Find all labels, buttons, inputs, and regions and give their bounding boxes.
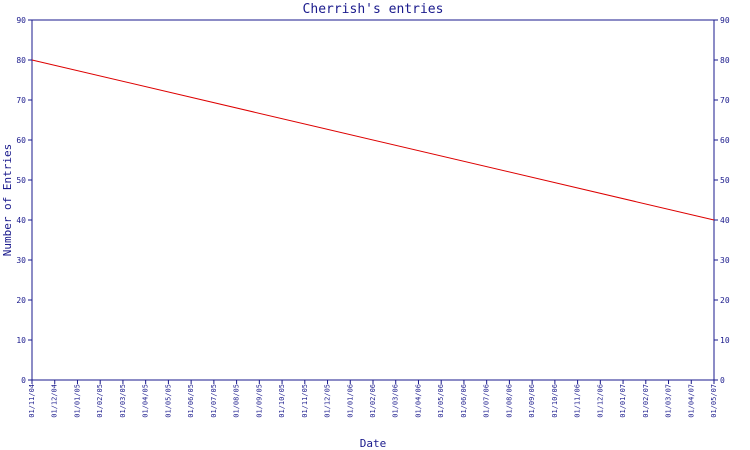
x-tick-label: 01/04/07 bbox=[687, 384, 695, 418]
y-tick-label-right: 70 bbox=[720, 96, 730, 105]
x-axis-ticks: 01/11/04 01/12/04 01/01/05 01/02/05 01/03/05… bbox=[28, 380, 718, 418]
x-tick-label: 01/08/06 bbox=[505, 384, 513, 418]
x-tick-label: 01/04/06 bbox=[414, 384, 422, 418]
x-tick-label: 01/03/07 bbox=[665, 384, 673, 418]
x-tick-label: 01/03/06 bbox=[392, 384, 400, 418]
x-tick-label: 01/07/06 bbox=[483, 384, 491, 418]
y-tick-label-right: 0 bbox=[720, 376, 725, 385]
y-tick-label-left: 30 bbox=[16, 256, 26, 265]
y-tick-label-left: 60 bbox=[16, 136, 26, 145]
x-tick-label: 01/05/07 bbox=[710, 384, 718, 418]
y-tick-label-right: 50 bbox=[720, 176, 730, 185]
chart-title: Cherrish's entries bbox=[303, 2, 444, 17]
x-tick-label: 01/06/05 bbox=[187, 384, 195, 418]
x-axis-label: Date bbox=[360, 437, 387, 450]
x-tick-label: 01/07/05 bbox=[210, 384, 218, 418]
x-tick-label: 01/09/06 bbox=[528, 384, 536, 418]
series-group bbox=[31, 59, 715, 221]
x-tick-label: 01/10/05 bbox=[278, 384, 286, 418]
x-tick-label: 01/11/05 bbox=[301, 384, 309, 418]
y-tick-label-left: 20 bbox=[16, 296, 26, 305]
y-axis-label: Number of Entries bbox=[1, 144, 14, 257]
x-tick-label: 01/12/04 bbox=[51, 384, 59, 418]
x-tick-label: 01/04/05 bbox=[142, 384, 150, 418]
plot-area bbox=[31, 19, 715, 381]
y-tick-label-left: 0 bbox=[21, 376, 26, 385]
x-tick-label: 01/05/06 bbox=[437, 384, 445, 418]
x-tick-label: 01/02/07 bbox=[642, 384, 650, 418]
y-tick-label-left: 40 bbox=[16, 216, 26, 225]
x-tick-label: 01/05/05 bbox=[164, 384, 172, 418]
y-tick-label-right: 40 bbox=[720, 216, 730, 225]
y-tick-label-left: 80 bbox=[16, 56, 26, 65]
x-tick-label: 01/08/05 bbox=[233, 384, 241, 418]
x-tick-label: 01/01/05 bbox=[73, 384, 81, 418]
y-tick-label-left: 90 bbox=[16, 16, 26, 25]
x-tick-label: 01/02/05 bbox=[96, 384, 104, 418]
x-tick-label: 01/01/06 bbox=[346, 384, 354, 418]
series-line bbox=[31, 59, 715, 221]
y-tick-label-right: 10 bbox=[720, 336, 730, 345]
y-tick-label-right: 60 bbox=[720, 136, 730, 145]
x-tick-label: 01/11/06 bbox=[574, 384, 582, 418]
x-tick-label: 01/12/05 bbox=[324, 384, 332, 418]
x-tick-label: 01/01/07 bbox=[619, 384, 627, 418]
y-tick-label-right: 90 bbox=[720, 16, 730, 25]
y-tick-label-right: 30 bbox=[720, 256, 730, 265]
y-tick-label-left: 10 bbox=[16, 336, 26, 345]
y-tick-label-left: 50 bbox=[16, 176, 26, 185]
y-tick-label-right: 80 bbox=[720, 56, 730, 65]
y-axis-ticks: 0 0 10 10 20 20 30 30 40 40 50 50 60 60 70 70 80 80 90 90 bbox=[16, 16, 729, 385]
x-tick-label: 01/06/06 bbox=[460, 384, 468, 418]
x-tick-label: 01/10/06 bbox=[551, 384, 559, 418]
y-tick-label-right: 20 bbox=[720, 296, 730, 305]
x-tick-label: 01/12/06 bbox=[596, 384, 604, 418]
x-tick-label: 01/09/05 bbox=[255, 384, 263, 418]
x-tick-label: 01/11/04 bbox=[28, 384, 36, 418]
y-tick-label-left: 70 bbox=[16, 96, 26, 105]
x-tick-label: 01/02/06 bbox=[369, 384, 377, 418]
x-tick-label: 01/03/05 bbox=[119, 384, 127, 418]
